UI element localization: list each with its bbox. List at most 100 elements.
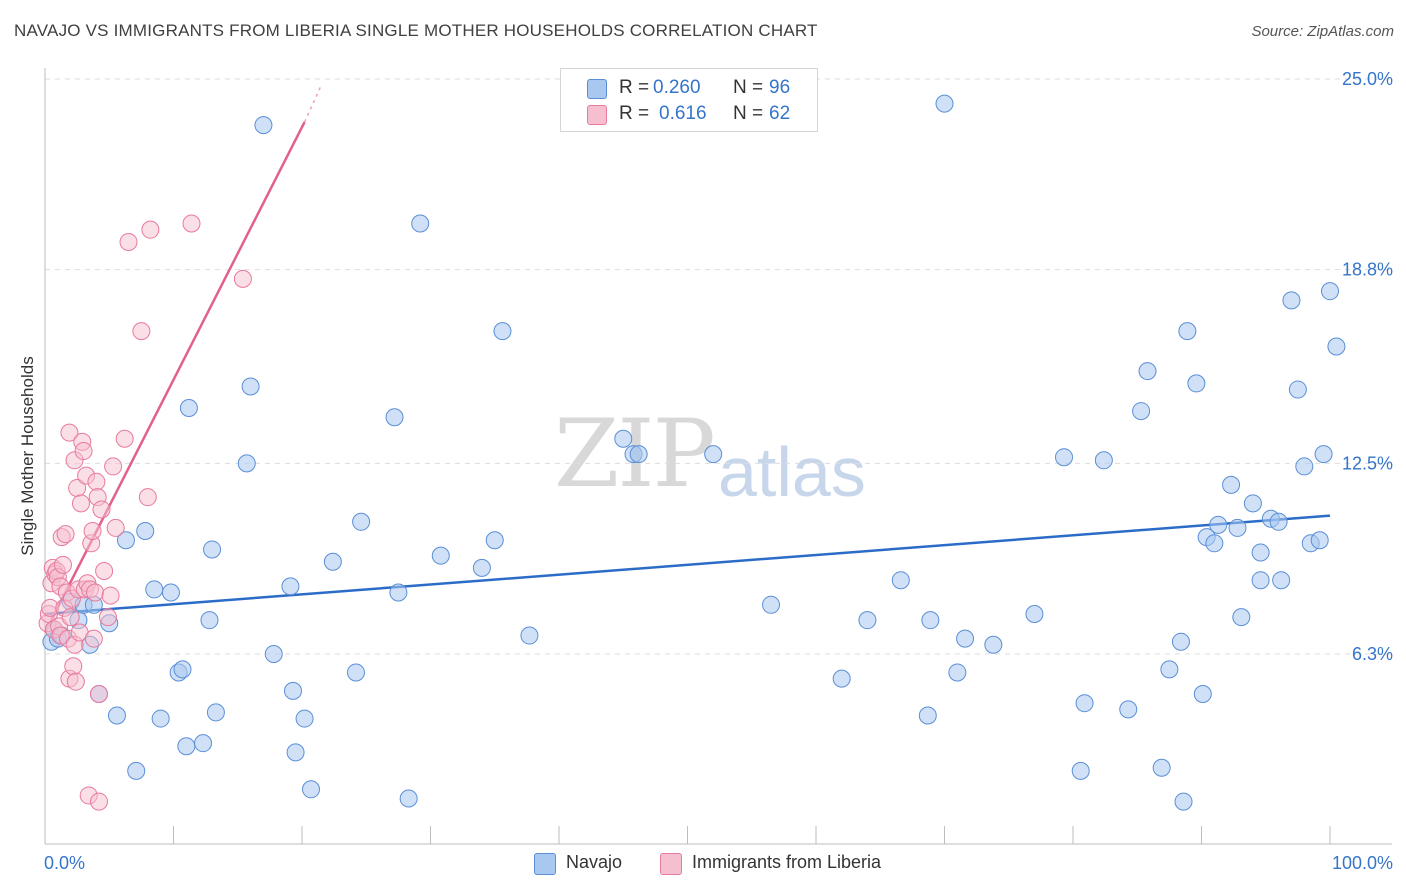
navajo-point bbox=[956, 629, 975, 648]
liberia-point bbox=[56, 525, 75, 544]
navajo-point bbox=[891, 571, 910, 590]
liberia-point bbox=[132, 322, 151, 341]
navajo-point bbox=[472, 558, 491, 577]
bottom-legend-label-navajo: Navajo bbox=[566, 852, 623, 872]
navajo-point bbox=[1321, 282, 1339, 301]
navajo-point bbox=[264, 645, 283, 663]
navajo-point bbox=[399, 789, 418, 808]
navajo-point bbox=[762, 595, 781, 614]
legend-r-label: R = bbox=[619, 77, 650, 98]
legend-n-value: 96 bbox=[769, 77, 791, 98]
liberia-point bbox=[115, 429, 134, 448]
legend-n-label: N = bbox=[733, 77, 764, 98]
navajo-point bbox=[1209, 515, 1228, 534]
liberia-point bbox=[83, 522, 102, 541]
navajo-point bbox=[203, 540, 222, 559]
navajo-point bbox=[1160, 660, 1179, 679]
x-tick-label-max: 100.0% bbox=[1332, 853, 1393, 873]
navajo-point bbox=[431, 546, 450, 565]
navajo-point bbox=[1171, 632, 1190, 651]
navajo-point bbox=[254, 116, 273, 135]
navajo-point bbox=[237, 454, 256, 473]
legend-swatch-navajo bbox=[587, 79, 607, 99]
navajo-point bbox=[1243, 494, 1262, 513]
navajo-point bbox=[127, 761, 146, 780]
navajo-point bbox=[206, 703, 225, 722]
legend-box: R = 0.260 N = 96 R = 0.616 N = 62 bbox=[560, 68, 818, 132]
y-tick-label: 18.8% bbox=[1342, 260, 1393, 280]
navajo-point bbox=[1251, 543, 1270, 562]
navajo-point bbox=[136, 522, 155, 541]
navajo-point bbox=[389, 583, 408, 602]
navajo-point bbox=[921, 611, 940, 630]
navajo-point bbox=[346, 663, 365, 682]
navajo-point bbox=[704, 445, 723, 464]
navajo-point bbox=[301, 780, 320, 799]
liberia-point bbox=[87, 472, 106, 491]
chart-title: NAVAJO VS IMMIGRANTS FROM LIBERIA SINGLE… bbox=[14, 21, 818, 40]
bottom-legend-swatch-navajo bbox=[534, 853, 556, 875]
navajo-point bbox=[145, 580, 164, 599]
liberia-point bbox=[101, 586, 120, 605]
liberia-point bbox=[84, 629, 103, 648]
liberia-point bbox=[89, 792, 108, 811]
navajo-point bbox=[832, 669, 851, 688]
trend-lines bbox=[43, 84, 1331, 634]
navajo-point bbox=[241, 377, 260, 396]
navajo-point bbox=[1295, 457, 1314, 476]
navajo-point bbox=[1075, 694, 1094, 713]
liberia-point bbox=[53, 555, 72, 574]
liberia-point bbox=[61, 608, 80, 627]
navajo-point bbox=[1251, 571, 1270, 590]
navajo-point bbox=[935, 94, 954, 113]
y-tick-label: 6.3% bbox=[1352, 644, 1393, 664]
liberia-point bbox=[66, 672, 85, 691]
liberia-point bbox=[119, 232, 138, 251]
liberia-point bbox=[71, 494, 90, 513]
navajo-point bbox=[1327, 337, 1346, 356]
legend-r-value: 0.616 bbox=[659, 103, 707, 124]
navajo-point bbox=[1232, 608, 1251, 627]
navajo-point bbox=[1138, 362, 1157, 381]
navajo-point bbox=[286, 743, 305, 762]
y-tick-label: 25.0% bbox=[1342, 69, 1393, 89]
navajo-point bbox=[1288, 380, 1307, 399]
navajo-point bbox=[614, 429, 633, 448]
navajo-point bbox=[1152, 758, 1171, 777]
navajo-point bbox=[1055, 448, 1074, 467]
y-tick-label: 12.5% bbox=[1342, 453, 1393, 473]
liberia-points bbox=[38, 214, 252, 811]
navajo-point bbox=[295, 709, 314, 728]
liberia-point bbox=[89, 684, 108, 703]
axes bbox=[44, 68, 1392, 845]
navajo-point bbox=[520, 626, 539, 645]
liberia-point bbox=[95, 561, 114, 580]
navajo-point bbox=[948, 663, 967, 682]
navajo-point bbox=[1314, 445, 1333, 464]
legend-n-value: 62 bbox=[769, 103, 791, 124]
legend-r-label: R = bbox=[619, 103, 650, 124]
liberia-point bbox=[64, 657, 83, 676]
navajo-point bbox=[1187, 374, 1206, 393]
liberia-trend-extension bbox=[303, 84, 322, 123]
navajo-trend-line bbox=[44, 514, 1331, 616]
navajo-point bbox=[161, 583, 180, 602]
navajo-point bbox=[984, 635, 1003, 654]
liberia-point bbox=[141, 220, 160, 239]
navajo-point bbox=[200, 611, 219, 630]
liberia-point bbox=[182, 214, 201, 233]
navajo-point bbox=[323, 552, 342, 571]
navajo-point bbox=[194, 734, 213, 753]
source-label: Source: ZipAtlas.com bbox=[1251, 23, 1394, 40]
navajo-point bbox=[284, 681, 303, 700]
navajo-point bbox=[1228, 518, 1247, 537]
navajo-point bbox=[1025, 605, 1044, 624]
navajo-point bbox=[1272, 571, 1291, 590]
navajo-point bbox=[1269, 512, 1288, 531]
bottom-legend-swatch-liberia bbox=[660, 853, 682, 875]
navajo-point bbox=[1178, 322, 1197, 341]
liberia-point bbox=[98, 608, 117, 627]
legend-n-label: N = bbox=[733, 103, 764, 124]
navajo-point bbox=[179, 399, 198, 418]
